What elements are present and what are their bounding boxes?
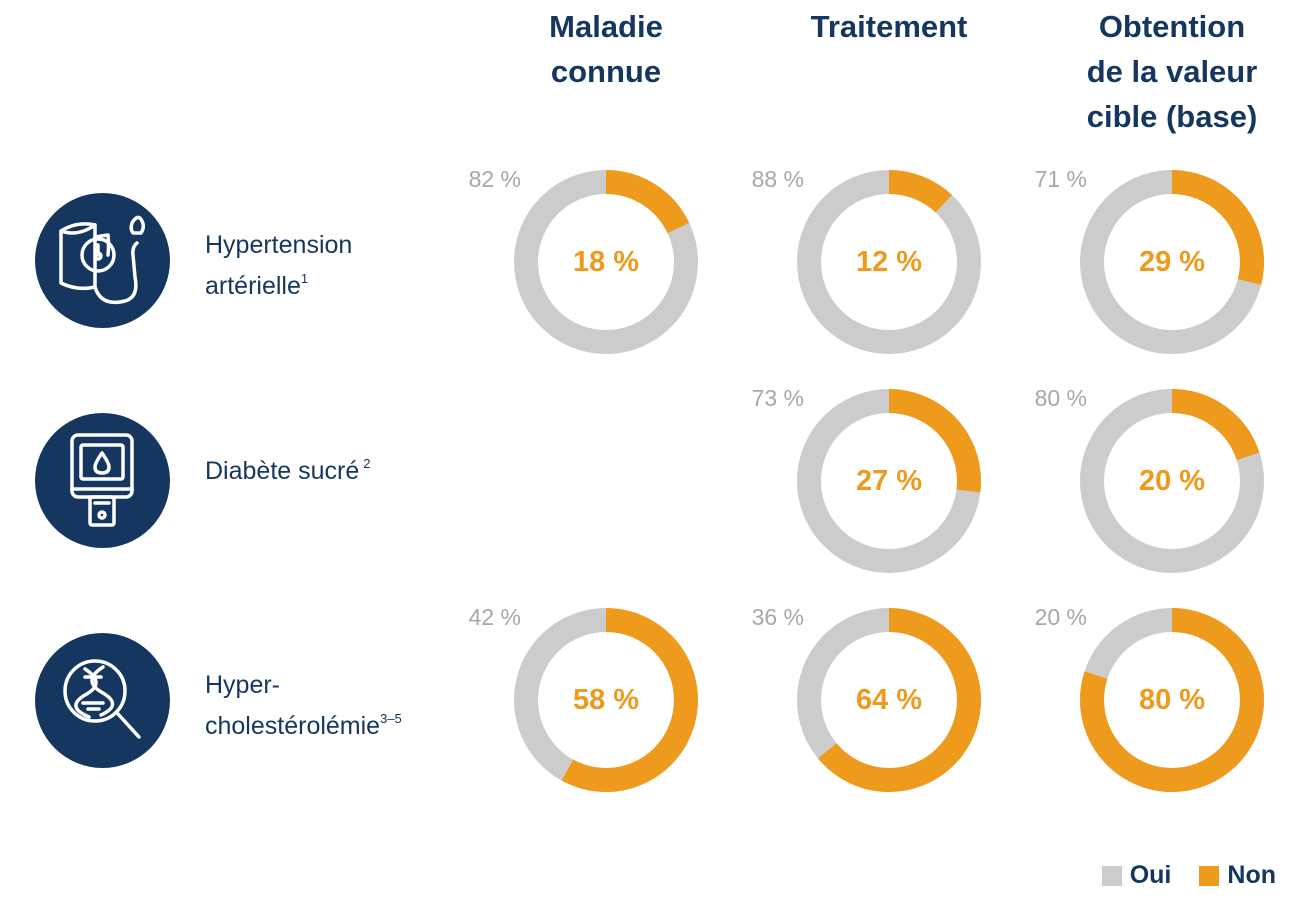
donut-label-oui: 82 % [468, 166, 521, 192]
column-header-obtention: Obtention de la valeur cible (base) [1062, 4, 1282, 139]
donut-chart: 27 % [794, 386, 984, 576]
row-label-text: artérielle [205, 272, 301, 300]
donut-center-label-non: 29 % [1139, 246, 1205, 278]
donut-segment-non [1080, 608, 1264, 792]
donut-segment-non [514, 170, 698, 354]
donut-chart: 20 % [1077, 386, 1267, 576]
row-label-line: artérielle1 [205, 262, 352, 303]
row-label-line: Diabète sucré 2 [205, 447, 370, 488]
donut-chart: 18 % [511, 167, 701, 357]
column-header-maladie-connue: Maladie connue [506, 4, 706, 94]
column-header-traitement: Traitement [774, 4, 1004, 49]
donut-segment-non [797, 170, 981, 354]
legend-item-non: Non [1199, 861, 1276, 890]
column-header-line: connue [550, 54, 662, 89]
legend: Oui Non [1074, 861, 1276, 890]
donut-segment-non [514, 608, 698, 792]
donut-chart: 29 % [1077, 167, 1267, 357]
donut-segment-non [1080, 389, 1264, 573]
donut-chart: 12 % [794, 167, 984, 357]
donut-center-label-non: 27 % [856, 465, 922, 497]
donut-center-label-non: 20 % [1139, 465, 1205, 497]
donut-label-oui: 80 % [1034, 385, 1087, 411]
donut-segment-non [797, 608, 981, 792]
row-label-text: Diabète sucré [205, 457, 360, 485]
legend-swatch-non [1199, 865, 1220, 886]
donut-chart: 80 % [1077, 605, 1267, 795]
donut-label-oui: 73 % [751, 385, 804, 411]
donut-label-oui: 36 % [751, 604, 804, 630]
legend-swatch-oui [1101, 865, 1122, 886]
footnote-ref: 2 [363, 456, 371, 471]
donut-segment-non [797, 389, 981, 573]
donut-center-label-non: 18 % [573, 246, 639, 278]
donut-center-label-non: 12 % [856, 246, 922, 278]
row-label-line: Hypertension [205, 231, 353, 259]
donut-chart: 58 % [511, 605, 701, 795]
glucose-meter-icon [35, 413, 170, 548]
column-header-line: Traitement [810, 9, 968, 44]
row-label-hypertension: Hypertension artérielle1 [205, 228, 352, 303]
donut-label-oui: 42 % [468, 604, 521, 630]
legend-label-non: Non [1227, 861, 1276, 889]
donut-label-oui: 71 % [1034, 166, 1087, 192]
row-label-line: cholestérolémie3–5 [205, 702, 402, 743]
column-header-line: de la valeur [1086, 54, 1258, 89]
legend-label-oui: Oui [1129, 861, 1172, 889]
donut-chart: 64 % [794, 605, 984, 795]
footnote-ref: 1 [300, 271, 309, 286]
footnote-ref: 3–5 [380, 711, 402, 726]
donut-label-oui: 20 % [1034, 604, 1087, 630]
row-label-hypercholesterolemie: Hyper- cholestérolémie3–5 [205, 668, 402, 743]
blood-pressure-monitor-icon [35, 193, 170, 328]
legend-item-oui: Oui [1101, 861, 1172, 890]
donut-center-label-non: 64 % [856, 684, 922, 716]
column-header-line: Obtention [1098, 9, 1246, 44]
donut-segment-non [1080, 170, 1264, 354]
row-label-line: Hyper- [205, 671, 281, 699]
row-label-diabete: Diabète sucré 2 [205, 447, 370, 488]
row-label-text: cholestérolémie [205, 712, 381, 740]
dna-magnifier-icon [35, 633, 170, 768]
donut-center-label-non: 80 % [1139, 684, 1205, 716]
column-header-line: Maladie [549, 9, 663, 44]
column-header-line: cible (base) [1086, 99, 1258, 134]
donut-label-oui: 88 % [751, 166, 804, 192]
donut-center-label-non: 58 % [573, 684, 639, 716]
